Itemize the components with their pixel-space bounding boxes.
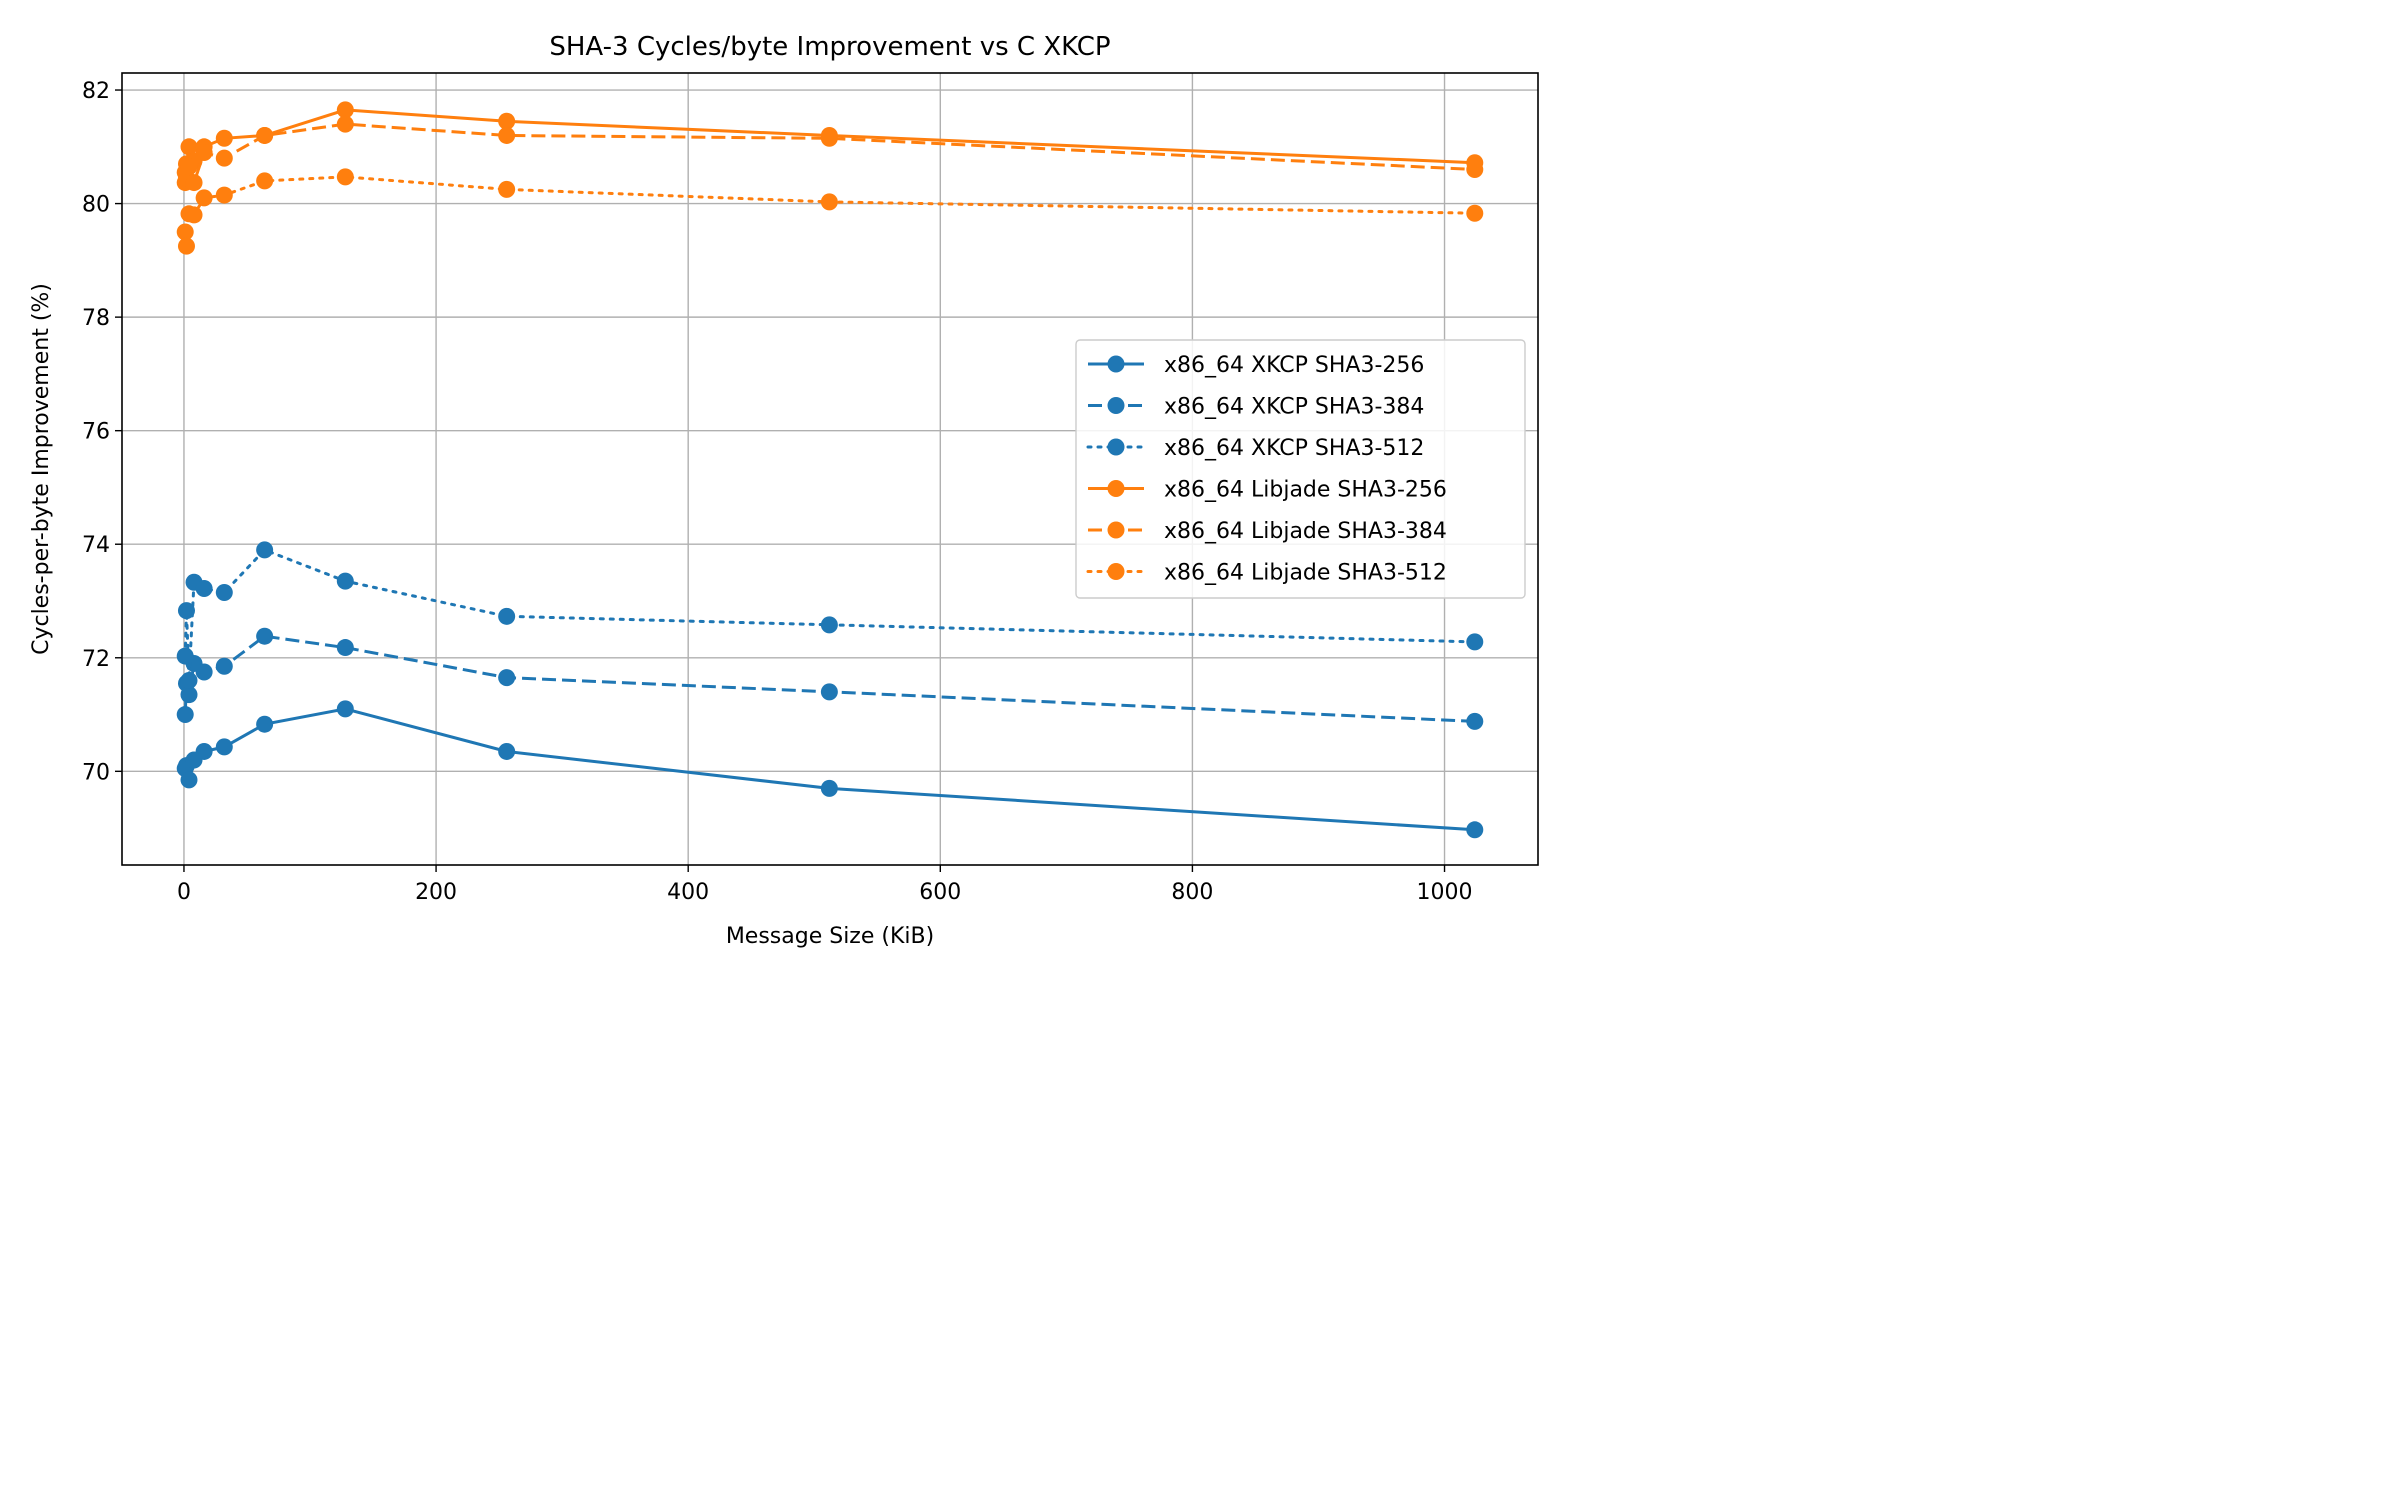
data-point — [498, 669, 516, 687]
data-point — [1466, 712, 1484, 730]
legend-marker — [1107, 397, 1125, 414]
y-tick-label: 70 — [82, 760, 110, 785]
data-point — [336, 101, 354, 119]
data-point — [820, 193, 838, 211]
data-point — [256, 126, 274, 144]
data-point — [256, 541, 274, 559]
data-point — [176, 223, 194, 241]
plot-frame — [121, 72, 1539, 866]
data-point — [256, 715, 274, 733]
legend-marker — [1107, 521, 1125, 539]
series-group — [176, 101, 1484, 839]
data-point — [498, 112, 516, 130]
data-point — [176, 647, 194, 665]
data-point — [215, 738, 233, 756]
y-tick-label: 82 — [82, 79, 110, 104]
data-point — [185, 206, 203, 224]
data-point — [336, 572, 354, 590]
legend-label: x86_64 XKCP SHA3-256 — [1164, 353, 1424, 378]
legend-item: x86_64 XKCP SHA3-256 — [1088, 353, 1424, 378]
legend: x86_64 XKCP SHA3-256 x86_64 XKCP SHA3-384… — [1075, 339, 1526, 599]
data-point — [498, 607, 516, 625]
series-6 — [176, 168, 1484, 255]
legend-item: x86_64 Libjade SHA3-256 — [1088, 478, 1447, 503]
data-point — [336, 168, 354, 186]
data-point — [1466, 161, 1484, 179]
data-point — [820, 779, 838, 797]
data-point — [215, 186, 233, 204]
line-chart: SHA-3 Cycles/byte Improvement vs C XKCP … — [0, 0, 1562, 976]
legend-marker — [1107, 480, 1125, 497]
data-point — [336, 700, 354, 718]
x-tick-label: 600 — [919, 880, 961, 905]
legend-box — [1075, 339, 1526, 599]
data-point — [336, 115, 354, 133]
data-point — [177, 237, 195, 255]
data-point — [1466, 821, 1484, 839]
data-point — [820, 616, 838, 634]
y-tick-label: 78 — [82, 306, 110, 331]
chart-container: SHA-3 Cycles/byte Improvement vs C XKCP … — [0, 0, 1562, 976]
data-point — [336, 639, 354, 657]
data-point — [215, 657, 233, 675]
x-axis-title: Message Size (KiB) — [726, 924, 934, 949]
series-5 — [176, 115, 1484, 192]
data-point — [1466, 633, 1484, 651]
legend-item: x86_64 XKCP SHA3-512 — [1086, 436, 1424, 461]
data-point — [180, 158, 198, 176]
y-tick-label: 76 — [82, 420, 110, 445]
series-4 — [176, 101, 1484, 181]
data-point — [498, 180, 516, 198]
legend-marker — [1107, 563, 1125, 580]
data-point — [195, 742, 213, 760]
data-point — [1466, 204, 1484, 222]
legend-marker — [1107, 355, 1125, 373]
legend-label: x86_64 XKCP SHA3-384 — [1164, 395, 1424, 420]
legend-item: x86_64 XKCP SHA3-384 — [1088, 395, 1424, 420]
data-point — [498, 742, 516, 760]
y-axis-title: Cycles-per-byte Improvement (%) — [29, 283, 54, 655]
data-point — [185, 174, 203, 192]
data-point — [195, 580, 213, 598]
legend-label: x86_64 Libjade SHA3-384 — [1164, 519, 1447, 544]
data-point — [256, 627, 274, 645]
chart-title: SHA-3 Cycles/byte Improvement vs C XKCP — [549, 32, 1110, 62]
data-point — [195, 143, 213, 161]
x-tick-label: 1000 — [1417, 880, 1473, 905]
data-point — [180, 771, 198, 789]
legend-label: x86_64 Libjade SHA3-256 — [1164, 478, 1447, 503]
legend-marker — [1107, 438, 1125, 456]
data-point — [180, 686, 198, 704]
x-tick-label: 200 — [415, 880, 457, 905]
y-tick-label: 74 — [82, 533, 110, 558]
legend-label: x86_64 Libjade SHA3-512 — [1164, 561, 1447, 586]
ticks: 0 200 400 600 800 1000 70 72 74 76 78 80 82 — [82, 79, 1473, 905]
x-tick-label: 0 — [177, 880, 191, 905]
data-point — [215, 149, 233, 167]
data-point — [820, 129, 838, 147]
data-point — [176, 706, 194, 724]
data-point — [180, 671, 198, 689]
data-point — [215, 129, 233, 147]
y-tick-label: 72 — [82, 647, 110, 672]
legend-item: x86_64 Libjade SHA3-384 — [1088, 519, 1447, 544]
data-point — [256, 172, 274, 190]
y-tick-label: 80 — [82, 193, 110, 218]
series-3 — [176, 541, 1484, 689]
data-point — [498, 126, 516, 144]
series-1 — [176, 700, 1484, 839]
data-point — [177, 602, 195, 620]
data-point — [195, 189, 213, 207]
legend-item: x86_64 Libjade SHA3-512 — [1086, 561, 1447, 586]
data-point — [180, 138, 198, 156]
legend-label: x86_64 XKCP SHA3-512 — [1164, 436, 1424, 461]
data-point — [820, 683, 838, 701]
x-tick-label: 400 — [667, 880, 709, 905]
data-point — [215, 583, 233, 601]
data-point — [195, 663, 213, 681]
x-tick-label: 800 — [1171, 880, 1213, 905]
